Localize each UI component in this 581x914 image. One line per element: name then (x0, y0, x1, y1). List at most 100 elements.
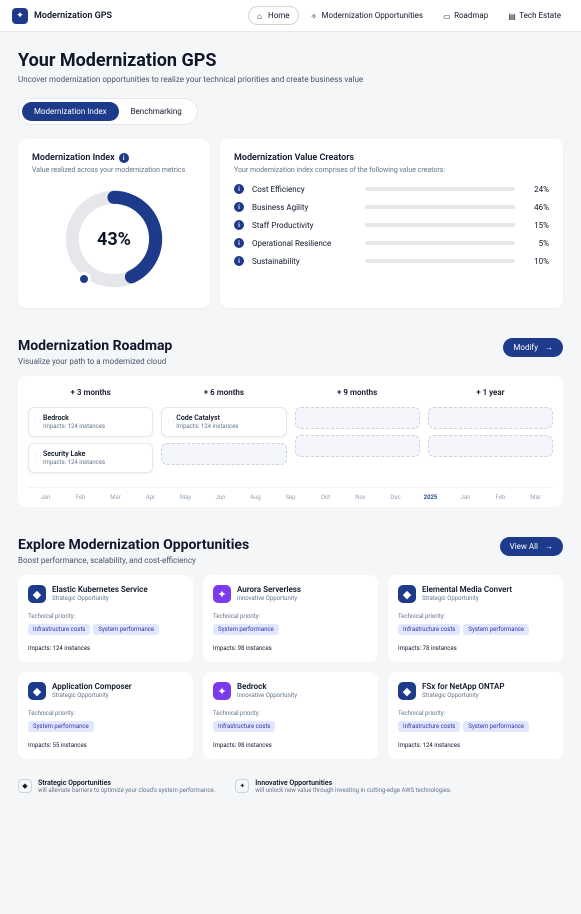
roadmap-empty-slot[interactable] (295, 407, 420, 429)
tab-benchmarking[interactable]: Benchmarking (119, 102, 194, 121)
roadmap-subtitle: Visualize your path to a modernized clou… (18, 357, 172, 366)
opportunity-icon: ✦ (213, 585, 231, 603)
card-title: Modernization Value Creators (234, 153, 549, 163)
opportunity-impact: Impacts: 98 instances (213, 645, 368, 652)
roadmap-empty-slot[interactable] (161, 443, 286, 465)
opportunity-card[interactable]: ◆Application ComposerStrategic Opportuni… (18, 672, 193, 759)
info-icon[interactable]: i (119, 153, 129, 163)
priority-label: Technical priority: (398, 710, 553, 717)
priority-label: Technical priority: (28, 613, 183, 620)
index-donut-chart: 43% (59, 184, 169, 294)
roadmap-column: + 6 monthsCode CatalystImpacts: 124 inst… (161, 388, 286, 479)
opportunity-card[interactable]: ✦ BedrockInnovative Opportunity Technical … (203, 672, 378, 759)
roadmap-month: Aug (238, 494, 273, 501)
opportunity-impact: Impacts: 124 instances (28, 645, 183, 652)
roadmap-column: + 1 year (428, 388, 553, 479)
vc-label: Sustainability (252, 257, 357, 266)
roadmap-month: May (168, 494, 203, 501)
priority-label: Technical priority: (213, 613, 368, 620)
roadmap-empty-slot[interactable] (428, 435, 553, 457)
value-creator-row: i Operational Resilience 5% (234, 238, 549, 248)
opportunity-title: Bedrock (237, 682, 297, 692)
page-subtitle: Uncover modernization opportunities to r… (18, 75, 563, 84)
vc-bar (365, 187, 515, 191)
opportunity-subtitle: Strategic Opportunity (52, 692, 132, 699)
roadmap-column: + 9 months (295, 388, 420, 479)
roadmap-month: Jan (448, 494, 483, 501)
view-all-button[interactable]: View All (500, 537, 563, 556)
roadmap-card[interactable]: Security LakeImpacts: 124 instances (28, 443, 153, 473)
roadmap-card[interactable]: Code CatalystImpacts: 124 instances (161, 407, 286, 437)
info-icon[interactable]: i (234, 202, 244, 212)
opportunity-icon: ◆ (28, 585, 46, 603)
roadmap-month: Oct (308, 494, 343, 501)
priority-tag: System performance (213, 624, 279, 635)
nav-label: Home (268, 11, 290, 20)
priority-label: Technical priority: (28, 710, 183, 717)
vc-value: 10% (523, 257, 549, 266)
priority-label: Technical priority: (213, 710, 368, 717)
opportunity-subtitle: Strategic Opportunity (422, 595, 512, 602)
vc-bar (365, 259, 515, 263)
vc-bar (365, 241, 515, 245)
opportunity-card[interactable]: ◆Elemental Media ConvertStrategic Opport… (388, 575, 563, 662)
explore-title: Explore Modernization Opportunities (18, 537, 249, 553)
priority-tag: System performance (93, 624, 159, 635)
opportunity-icon: ✦ (213, 682, 231, 700)
opportunity-card[interactable]: ◆FSx for NetApp ONTAPStrategic Opportuni… (388, 672, 563, 759)
logo-icon: ✦ (12, 8, 28, 24)
roadmap-column-header: + 9 months (295, 388, 420, 397)
roadmap-month: Feb (483, 494, 518, 501)
priority-tag: System performance (28, 721, 94, 732)
roadmap-empty-slot[interactable] (295, 435, 420, 457)
opportunity-subtitle: Strategic Opportunity (422, 692, 505, 699)
vc-label: Operational Resilience (252, 239, 357, 248)
legend-title: Strategic Opportunities (38, 779, 215, 787)
opportunity-card[interactable]: ◆Elastic Kubernetes ServiceStrategic Opp… (18, 575, 193, 662)
vc-label: Business Agility (252, 203, 357, 212)
roadmap-board: + 3 months BedrockImpacts: 124 instances S… (18, 376, 563, 507)
roadmap-month: Mar (518, 494, 553, 501)
roadmap-month: Nov (343, 494, 378, 501)
info-icon[interactable]: i (234, 256, 244, 266)
modify-button[interactable]: Modify (503, 338, 563, 357)
info-icon[interactable]: i (234, 184, 244, 194)
legend-sub: will alleviate barriers to optimize your… (38, 787, 215, 794)
opportunity-title: Elemental Media Convert (422, 585, 512, 595)
card-subtitle: Value realized across your modernization… (32, 166, 196, 174)
nav-tech-estate[interactable]: ▤Tech Estate (500, 7, 569, 24)
vc-bar (365, 223, 515, 227)
roadmap-title: Modernization Roadmap (18, 338, 172, 354)
opportunity-impact: Impacts: 124 instances (398, 742, 553, 749)
explore-subtitle: Boost performance, scalability, and cost… (18, 556, 249, 565)
roadmap-month: Feb (63, 494, 98, 501)
strategic-legend-icon: ◆ (18, 779, 32, 793)
top-nav: ⌂Home ✧Modernization Opportunities ▭Road… (248, 6, 569, 25)
roadmap-empty-slot[interactable] (428, 407, 553, 429)
index-percentage: 43% (59, 184, 169, 294)
vc-value: 5% (523, 239, 549, 248)
opportunity-subtitle: Innovative Opportunity (237, 692, 297, 699)
sparkle-icon: ✧ (311, 12, 319, 20)
roadmap-column-header: + 3 months (28, 388, 153, 397)
legend-sub: will unlock new value through investing … (255, 787, 451, 794)
value-creators-card: Modernization Value Creators Your modern… (220, 139, 563, 308)
nav-label: Roadmap (454, 11, 488, 20)
modernization-index-card: Modernization Indexi Value realized acro… (18, 139, 210, 308)
opportunity-impact: Impacts: 98 instances (213, 742, 368, 749)
innovative-legend-icon: ✦ (235, 779, 249, 793)
nav-roadmap[interactable]: ▭Roadmap (435, 7, 496, 24)
map-icon: ▭ (443, 12, 451, 20)
opportunity-icon: ◆ (28, 682, 46, 700)
nav-home[interactable]: ⌂Home (248, 6, 299, 25)
nav-opportunities[interactable]: ✧Modernization Opportunities (303, 7, 432, 24)
tab-modernization-index[interactable]: Modernization Index (22, 102, 119, 121)
opportunity-card[interactable]: ✦Aurora ServerlessInnovative Opportunity… (203, 575, 378, 662)
info-icon[interactable]: i (234, 220, 244, 230)
opportunity-title: FSx for NetApp ONTAP (422, 682, 505, 692)
roadmap-card[interactable]: BedrockImpacts: 124 instances (28, 407, 153, 437)
server-icon: ▤ (508, 12, 516, 20)
priority-tag: Infrastructure costs (398, 624, 460, 635)
info-icon[interactable]: i (234, 238, 244, 248)
priority-label: Technical priority: (398, 613, 553, 620)
